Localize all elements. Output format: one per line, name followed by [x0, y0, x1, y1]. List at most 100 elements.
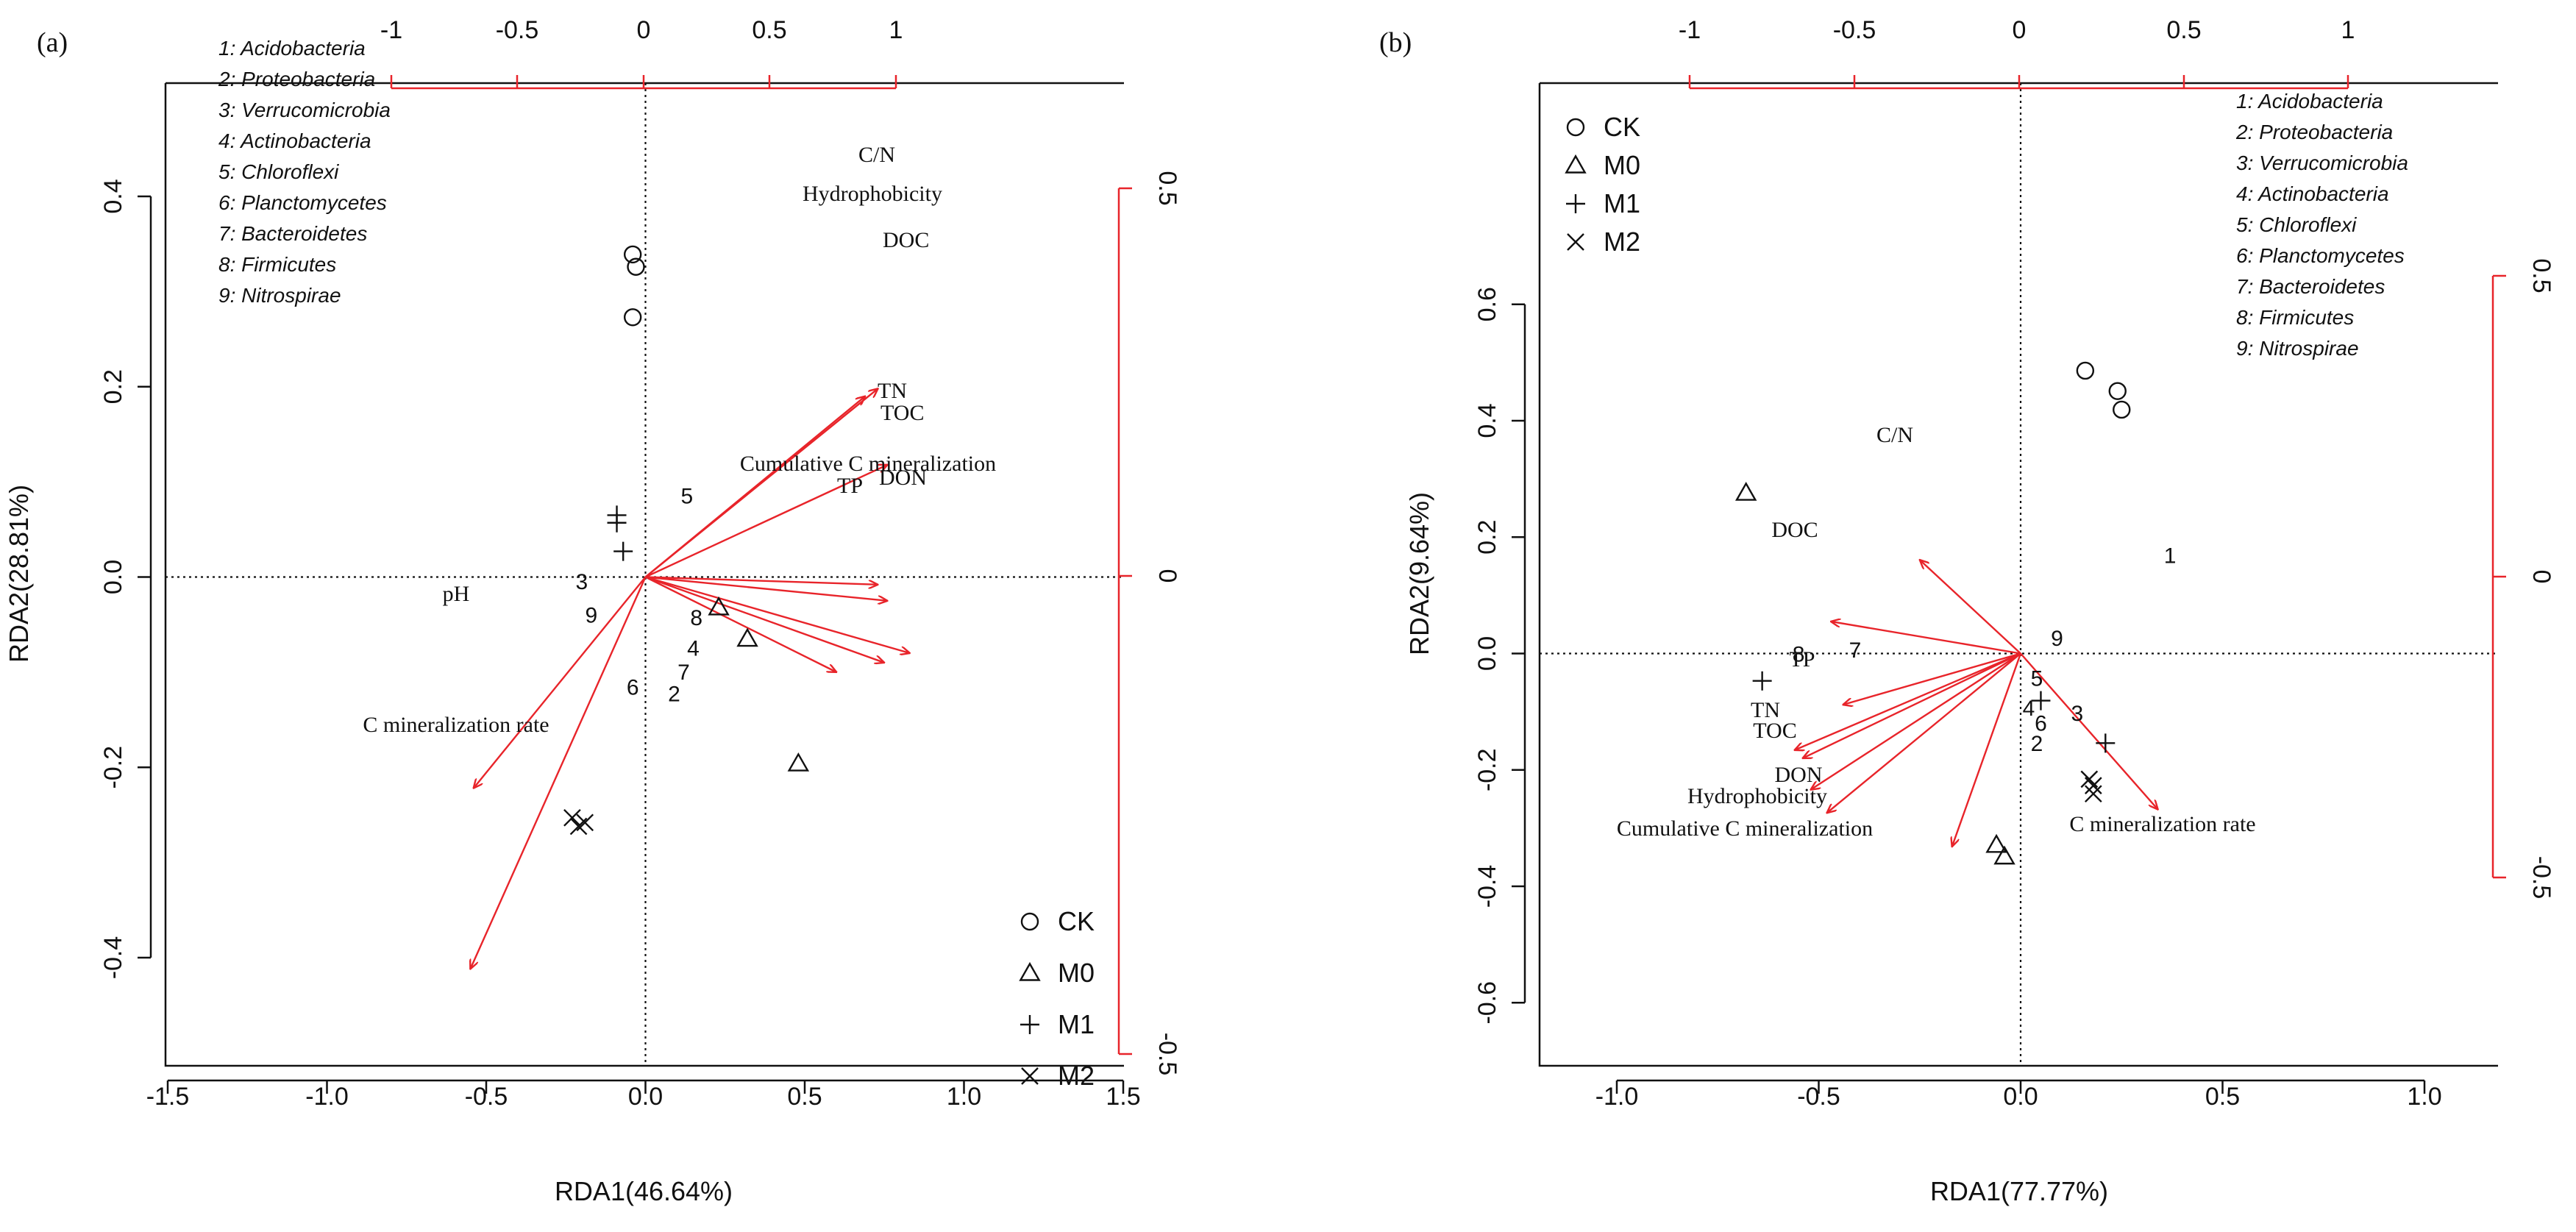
sample-point-m0: [1993, 845, 2015, 865]
species-point: 4: [687, 637, 700, 661]
species-list-item: 2: Proteobacteria: [2235, 121, 2393, 143]
vector-arrow: [1952, 653, 2022, 847]
sample-point-m1: [607, 513, 627, 533]
species-point: 5: [680, 485, 693, 509]
vector-label: Cumulative C mineralization: [1617, 816, 1873, 841]
legend-marker-ck: [1566, 118, 1585, 137]
legend-marker-m2: [1021, 1067, 1039, 1085]
species-point: 3: [2071, 702, 2084, 726]
top-scale-label: -1: [380, 16, 402, 44]
plot-frame: [164, 83, 1124, 1067]
y-tick-label: 0.4: [99, 179, 127, 213]
species-list-item: 1: Acidobacteria: [218, 37, 366, 60]
vector-arrow: [1843, 652, 2021, 705]
right-scale-label: 0.5: [2527, 258, 2555, 293]
vector-arrow: [645, 576, 910, 654]
species-list-item: 7: Bacteroidetes: [2236, 275, 2385, 298]
vector-label: DOC: [883, 228, 929, 252]
legend-label: CK: [1058, 906, 1095, 936]
vector-arrow: [1831, 622, 2021, 655]
top-scale-label: 0.5: [2166, 16, 2201, 44]
legend-label: M1: [1604, 188, 1640, 218]
vector-label: C mineralization rate: [363, 713, 549, 737]
y-tick-label: -0.4: [1473, 865, 1501, 908]
y-axis-title: RDA2(28.81%): [4, 485, 34, 663]
vector-label: TN: [1751, 698, 1780, 722]
legend-label: CK: [1604, 112, 1640, 142]
species-point: 2: [668, 683, 680, 707]
legend-label: M2: [1604, 227, 1640, 257]
y-tick-label: -0.4: [99, 936, 127, 980]
vector-label: C mineralization rate: [2069, 812, 2255, 836]
vector-label: DON: [1775, 763, 1823, 787]
legend-label: M0: [1058, 958, 1095, 988]
y-tick-label: -0.2: [99, 746, 127, 789]
top-scale-label: -0.5: [496, 16, 539, 44]
species-list-item: 3: Verrucomicrobia: [218, 99, 391, 121]
right-scale-label: 0: [1153, 569, 1181, 583]
vector-label: TP: [837, 474, 863, 498]
species-point: 2: [2031, 732, 2043, 756]
legend-marker-m1: [1020, 1015, 1039, 1034]
vector-label: Cumulative C mineralization: [740, 452, 996, 476]
legend-label: M1: [1058, 1009, 1095, 1039]
y-tick-label: -0.2: [1473, 748, 1501, 791]
right-scale-label: 0.5: [1153, 171, 1181, 205]
sample-point-m1: [613, 541, 633, 561]
vector-label: Hydrophobicity: [803, 182, 942, 206]
species-point: 9: [586, 603, 598, 627]
vector-arrow: [1795, 652, 2021, 750]
sample-point-m1: [2096, 733, 2116, 753]
vector-label: C/N: [858, 143, 895, 167]
y-tick-label: 0.2: [99, 369, 127, 404]
sample-point-m2: [2084, 785, 2102, 803]
x-axis-title: RDA1(46.64%): [555, 1176, 733, 1206]
vector-arrow: [474, 576, 647, 788]
vector-arrow: [645, 576, 878, 585]
species-point: 1: [2164, 544, 2177, 569]
legend-label: M2: [1058, 1061, 1095, 1091]
species-list-item: 6: Planctomycetes: [218, 191, 387, 214]
x-tick-label: -1.0: [305, 1083, 349, 1111]
x-tick-label: 1.0: [947, 1083, 981, 1111]
species-point: 4: [2023, 697, 2035, 721]
legend-marker-ck: [1020, 912, 1039, 931]
sample-point-m2: [563, 808, 581, 827]
species-list-item: 4: Actinobacteria: [2236, 182, 2389, 205]
top-scale-label: 0.5: [752, 16, 786, 44]
vector-arrow: [1920, 560, 2021, 655]
y-axis-title: RDA2(9.64%): [1404, 492, 1434, 655]
top-scale-label: 0: [2013, 16, 2027, 44]
legend-marker-m0: [1565, 154, 1587, 174]
vector-label: pH: [443, 582, 470, 606]
sample-point-ck: [627, 257, 645, 276]
legend-label: M0: [1604, 150, 1640, 180]
species-point: 6: [627, 676, 639, 700]
sample-point-m2: [576, 813, 594, 832]
sample-point-ck: [623, 308, 642, 327]
vector-label: DON: [879, 466, 927, 490]
species-list-item: 7: Bacteroidetes: [218, 222, 367, 245]
x-tick-label: 1.5: [1106, 1083, 1140, 1111]
x-tick-label: 0.0: [628, 1083, 663, 1111]
top-scale-label: 0: [637, 16, 651, 44]
species-point: 7: [677, 660, 690, 685]
x-tick-label: -0.5: [1797, 1083, 1840, 1111]
species-list-item: 6: Planctomycetes: [2236, 244, 2405, 267]
vector-arrow: [644, 576, 837, 672]
x-tick-label: 0.0: [2003, 1083, 2038, 1111]
vector-label: TN: [878, 379, 907, 403]
top-scale-label: 1: [889, 16, 903, 44]
vector-label: TOC: [880, 401, 924, 425]
species-list-item: 9: Nitrospirae: [2236, 337, 2359, 360]
y-tick-label: 0.2: [1473, 520, 1501, 555]
y-tick-label: -0.6: [1473, 981, 1501, 1025]
vector-arrow: [1826, 652, 2021, 813]
species-list-item: 8: Firmicutes: [218, 253, 336, 276]
species-list-item: 1: Acidobacteria: [2236, 90, 2383, 113]
vector-arrow: [645, 576, 885, 663]
panel-label: (a): [37, 27, 68, 58]
sample-point-m1: [2031, 691, 2051, 711]
vector-arrow: [470, 577, 647, 969]
